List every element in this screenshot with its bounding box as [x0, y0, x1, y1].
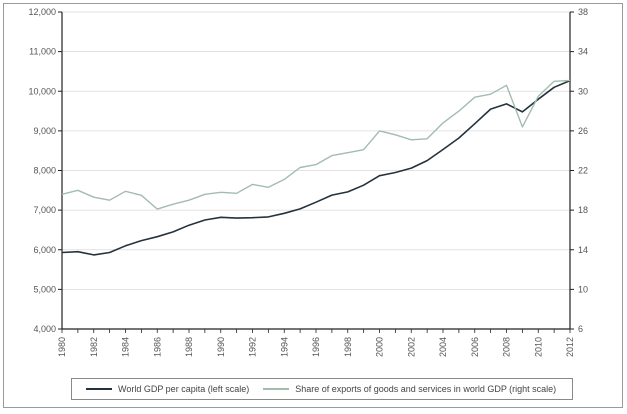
left-tick-label: 11,000 [29, 47, 56, 57]
left-tick-label: 5,000 [33, 284, 56, 294]
left-tick-label: 7,000 [33, 205, 56, 215]
x-tick-label: 2006 [470, 337, 480, 357]
legend-label-exports: Share of exports of goods and services i… [295, 384, 557, 394]
x-tick-label: 1984 [121, 337, 131, 357]
line-chart: 4,000 5,000 6,000 7,000 8,000 9,000 10,000 11,0… [28, 7, 588, 357]
legend-item-exports: Share of exports of goods and services i… [263, 384, 556, 394]
left-tick-label: 10,000 [28, 86, 56, 96]
x-tick-label: 1982 [89, 337, 99, 357]
x-tick-label: 1996 [311, 337, 321, 357]
right-tick-label: 30 [578, 86, 588, 96]
x-tick-label: 1994 [279, 337, 289, 357]
series-line-gdp [61, 79, 571, 256]
x-tick-label: 2002 [406, 337, 416, 357]
left-tick-label: 6,000 [33, 245, 56, 255]
right-tick-label: 34 [578, 47, 588, 57]
x-tick-label: 1980 [57, 337, 67, 357]
series-lines [61, 79, 571, 256]
x-tick-label: 1990 [216, 337, 226, 357]
legend-swatch-gdp [86, 388, 112, 390]
right-tick-label: 6 [578, 324, 583, 334]
right-tick-label: 18 [578, 205, 588, 215]
gridlines [62, 11, 570, 290]
series-line-exports [61, 79, 571, 210]
x-tick-label: 1988 [184, 337, 194, 357]
legend-item-gdp: World GDP per capita (left scale) [86, 384, 249, 394]
left-tick-label: 8,000 [33, 166, 56, 176]
right-tick-label: 26 [578, 126, 588, 136]
x-tick-label: 2008 [502, 337, 512, 357]
left-tick-label: 12,000 [28, 7, 56, 17]
left-tick-label: 4,000 [33, 324, 56, 334]
left-tick-label: 9,000 [33, 126, 56, 136]
axes [58, 11, 574, 333]
x-tick-label: 1998 [343, 337, 353, 357]
x-tick-label: 2004 [438, 337, 448, 357]
x-tick-label: 2010 [533, 337, 543, 357]
right-tick-label: 14 [578, 245, 588, 255]
chart-frame: 4,000 5,000 6,000 7,000 8,000 9,000 10,000 11,0… [3, 3, 623, 408]
tick-labels: 4,000 5,000 6,000 7,000 8,000 9,000 10,000 11,0… [28, 7, 588, 357]
x-tick-label: 1986 [152, 337, 162, 357]
right-tick-label: 10 [578, 284, 588, 294]
x-tick-label: 2012 [565, 337, 575, 357]
legend-label-gdp: World GDP per capita (left scale) [118, 384, 250, 394]
legend: World GDP per capita (left scale) Share … [71, 378, 573, 400]
legend-swatch-exports [263, 388, 290, 390]
right-tick-label: 38 [578, 7, 588, 17]
x-tick-label: 1992 [248, 337, 258, 357]
x-tick-label: 2000 [375, 337, 385, 357]
right-tick-label: 22 [578, 166, 588, 176]
